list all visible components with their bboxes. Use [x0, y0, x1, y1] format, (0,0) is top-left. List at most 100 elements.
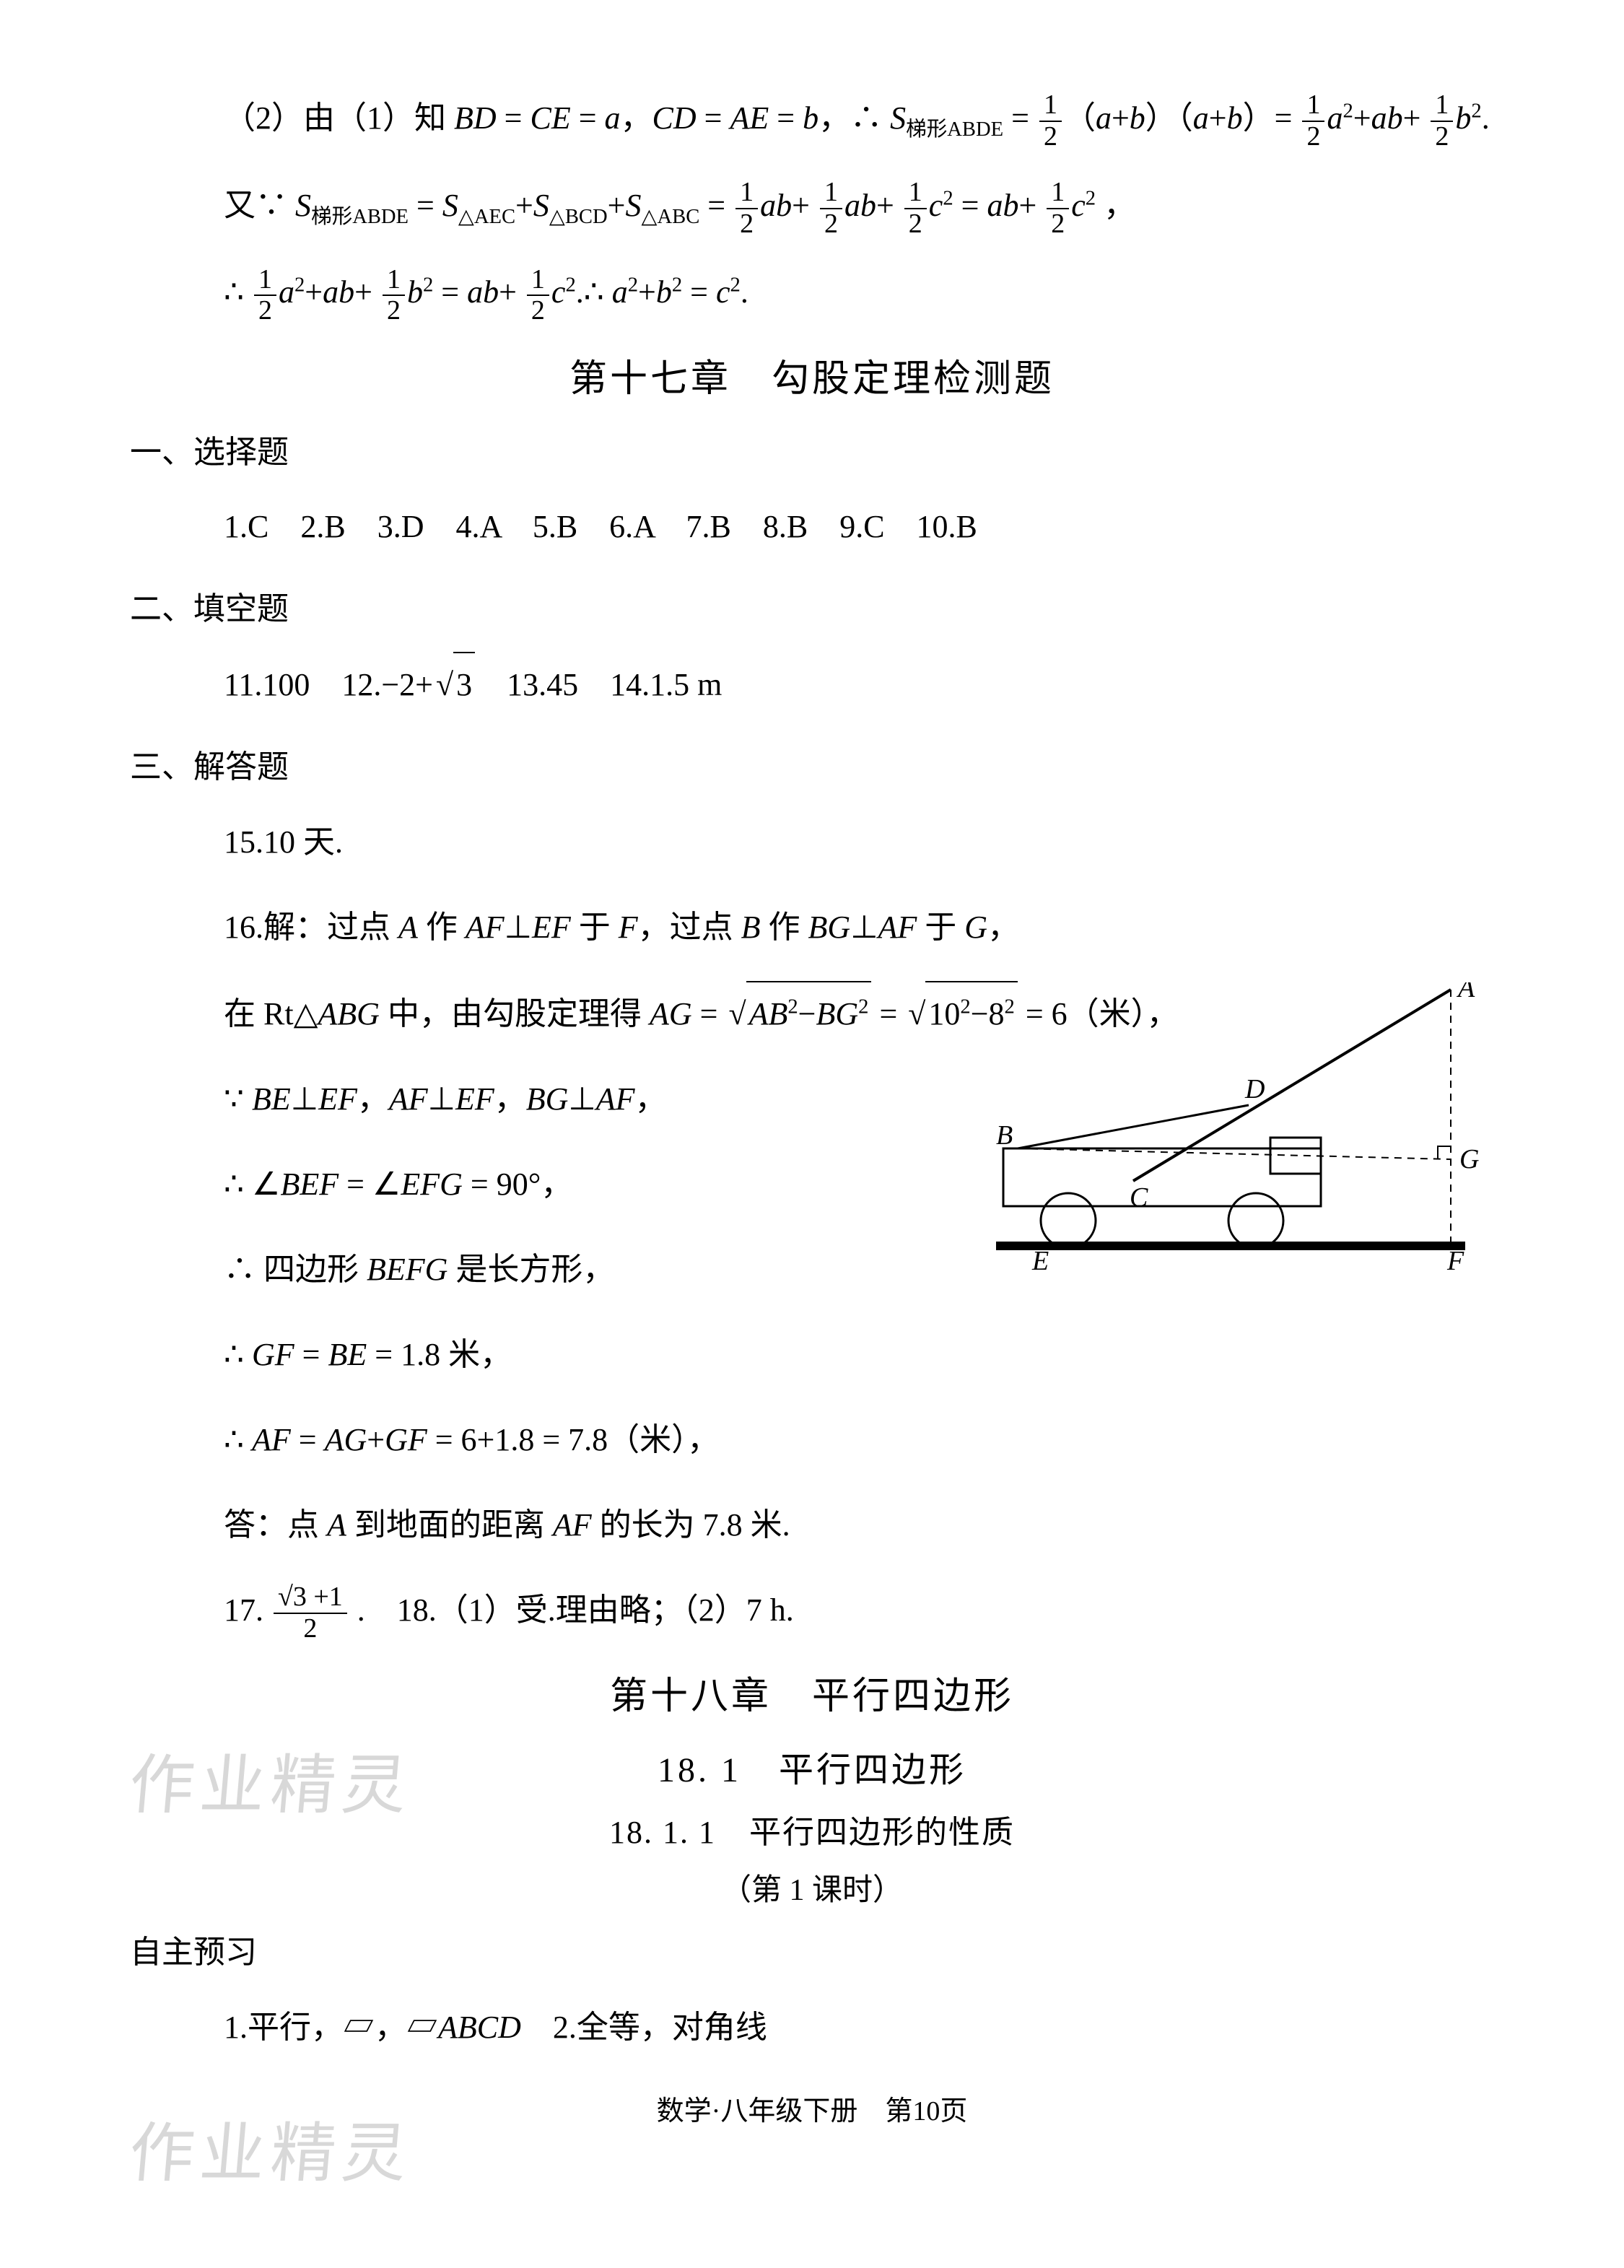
text: ， — [634, 1081, 666, 1117]
var: AF — [878, 910, 917, 945]
var: BG — [816, 996, 858, 1031]
var: a — [279, 274, 294, 310]
frac-den: 2 — [735, 209, 758, 240]
text: 的长为 7.8 米. — [592, 1507, 790, 1543]
text: 到地面的距离 — [346, 1507, 553, 1543]
exp: 2 — [730, 274, 741, 297]
text: + — [608, 188, 626, 223]
var: CD — [652, 100, 697, 136]
var: ab — [1371, 100, 1403, 136]
var: AG — [650, 996, 692, 1031]
var: b — [1227, 100, 1243, 136]
var: ABG — [318, 996, 380, 1031]
frac-num: √3 +1 — [274, 1582, 347, 1614]
exp: 2 — [1086, 187, 1096, 209]
q16-l7: ∴ AF = AG+GF = 6+1.8 = 7.8（米）， — [130, 1408, 1494, 1472]
q16-l8: 答：点 A 到地面的距离 AF 的长为 7.8 米. — [130, 1493, 1494, 1557]
fraction-half: 12 — [1039, 90, 1062, 152]
frac-num: 1 — [820, 178, 842, 209]
fraction-half: 12 — [820, 178, 842, 240]
sqrt-icon: √AB2−BG2 — [725, 981, 871, 1046]
frac-den: 2 — [383, 296, 405, 326]
text: − — [798, 996, 816, 1031]
text: 作 — [418, 910, 466, 945]
section-3-head: 三、解答题 — [130, 738, 1494, 795]
text: ， — [1096, 188, 1135, 223]
text: = — [769, 100, 803, 136]
text: ⊥ — [428, 1081, 455, 1117]
svg-text:A: A — [1456, 982, 1475, 1003]
subscript: △BCD — [549, 206, 608, 228]
text: ∴ ∠ — [224, 1166, 280, 1202]
text: = ∠ — [339, 1166, 401, 1202]
section-2-answers: 11.100 12.−2+√3 13.45 14.1.5 m — [130, 652, 1494, 717]
var: ABCD — [438, 2010, 521, 2045]
text: = — [953, 188, 987, 223]
text: = — [697, 100, 730, 136]
frac-num: 1 — [1431, 90, 1453, 122]
var: F — [619, 910, 638, 945]
text: . 18.（1）受.理由略；（2）7 h. — [357, 1592, 794, 1628]
var: b — [803, 100, 818, 136]
var: AF — [553, 1507, 592, 1543]
exp: 2 — [787, 995, 798, 1018]
proof-line-3: ∴ 12a2+ab+ 12b2 = ab+ 12c2.∴ a2+b2 = c2. — [130, 261, 1494, 326]
var: b — [1130, 100, 1145, 136]
var: BD — [454, 100, 497, 136]
text: ， — [357, 1081, 389, 1117]
svg-text:G: G — [1459, 1144, 1479, 1174]
svg-text:B: B — [996, 1120, 1013, 1151]
prestudy-line: 1.平行，▱，▱ABCD 2.全等，对角线 — [130, 1996, 1494, 2059]
svg-text:D: D — [1244, 1074, 1265, 1104]
var: a — [1193, 100, 1209, 136]
text: 17. — [224, 1592, 263, 1628]
section-1-head: 一、选择题 — [130, 424, 1494, 481]
frac-num: 1 — [735, 178, 758, 209]
text: = — [497, 100, 531, 136]
fraction-half: 12 — [254, 265, 276, 327]
frac-den: 2 — [904, 209, 927, 240]
frac-num: 1 — [527, 265, 549, 297]
text: ⊥ — [291, 1081, 318, 1117]
var: A — [327, 1507, 346, 1543]
frac-num: 1 — [1047, 178, 1069, 209]
var: c — [716, 274, 730, 310]
frac-den: 2 — [1047, 209, 1069, 240]
var: BEF — [280, 1166, 339, 1202]
q16-block: 16.解：过点 A 作 AF⊥EF 于 F，过点 B 作 BG⊥AF 于 G， … — [130, 896, 1494, 1557]
text: = — [294, 1337, 328, 1372]
text: + — [305, 274, 323, 310]
text: + — [515, 188, 533, 223]
var: EF — [318, 1081, 357, 1117]
var: c — [929, 188, 943, 223]
text: ∴ 四边形 — [224, 1252, 367, 1287]
exp: 2 — [628, 274, 638, 297]
subscript: △ABC — [642, 206, 700, 228]
text: + — [499, 274, 517, 310]
text: 13.45 14.1.5 m — [475, 667, 722, 702]
fraction-half: 12 — [735, 178, 758, 240]
text: = — [571, 100, 605, 136]
var: S — [533, 188, 549, 223]
text: ∴ — [224, 274, 252, 310]
var: BEFG — [367, 1252, 448, 1287]
var: BG — [526, 1081, 569, 1117]
text: + — [367, 1422, 385, 1457]
exp: 2 — [672, 274, 682, 297]
lesson-1: （第 1 课时） — [130, 1865, 1494, 1909]
text: （2）由（1）知 — [224, 100, 454, 136]
text: 11.100 12.−2+ — [224, 667, 433, 702]
var: a — [1327, 100, 1343, 136]
var: a — [612, 274, 628, 310]
text: ）= — [1243, 100, 1301, 136]
svg-text:E: E — [1031, 1246, 1049, 1271]
var: b — [407, 274, 423, 310]
radicand: AB2−BG2 — [746, 981, 872, 1046]
text: + — [1018, 188, 1036, 223]
text: = — [409, 188, 442, 223]
text: = — [879, 996, 905, 1031]
text: ∴ — [224, 1422, 252, 1457]
var: BE — [328, 1337, 367, 1372]
var: S — [442, 188, 458, 223]
var: b — [656, 274, 672, 310]
